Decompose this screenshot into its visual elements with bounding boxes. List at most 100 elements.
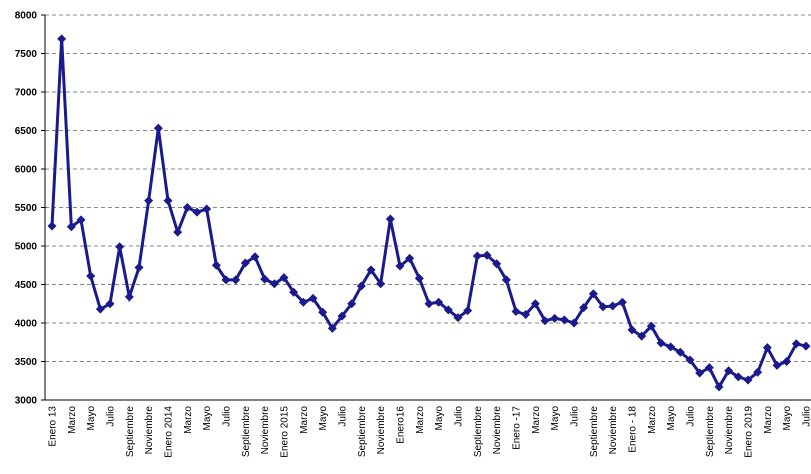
y-tick-label: 6500 [15, 126, 38, 137]
x-tick-label: Mayo [86, 406, 97, 431]
marker [192, 207, 202, 217]
marker [105, 299, 115, 309]
marker [144, 196, 154, 206]
marker [347, 299, 357, 309]
x-tick-label: Marzo [415, 406, 426, 434]
marker [743, 375, 753, 385]
marker [579, 303, 589, 313]
marker [733, 372, 743, 382]
marker [269, 279, 279, 289]
marker [124, 292, 134, 302]
marker [801, 341, 811, 351]
marker [308, 293, 318, 303]
x-tick-label: Enero16 [396, 406, 407, 444]
y-tick-label: 5500 [15, 203, 38, 214]
x-tick-label: Enero -17 [512, 406, 523, 450]
marker [250, 252, 260, 262]
marker [463, 306, 473, 316]
marker [540, 316, 550, 326]
marker [337, 311, 347, 321]
marker [666, 342, 676, 352]
marker [695, 368, 705, 378]
y-tick-label: 6000 [15, 165, 38, 176]
x-tick-label: Mayo [434, 406, 445, 431]
x-tick-label: Noviembre [144, 406, 155, 455]
marker [772, 360, 782, 370]
marker [550, 313, 560, 323]
marker [66, 222, 76, 232]
marker [240, 258, 250, 268]
x-tick-label: Julio [570, 406, 581, 427]
marker [588, 289, 598, 299]
marker [762, 343, 772, 353]
x-tick-label: Marzo [67, 406, 78, 434]
x-tick-label: Septiembre [357, 406, 368, 458]
marker [57, 34, 67, 44]
marker [559, 315, 569, 325]
marker [327, 323, 337, 333]
x-tick-label: Julio [338, 406, 349, 427]
marker [511, 306, 521, 316]
x-tick-label: Marzo [647, 406, 658, 434]
x-tick-label: Marzo [531, 406, 542, 434]
y-tick-label: 3000 [15, 396, 38, 407]
marker [714, 382, 724, 392]
marker [424, 299, 434, 309]
x-tick-label: Mayo [202, 406, 213, 431]
marker [366, 265, 376, 275]
marker [202, 204, 212, 214]
marker [231, 275, 241, 285]
x-tick-label: Marzo [183, 406, 194, 434]
marker [115, 242, 125, 252]
marker [646, 321, 656, 331]
x-tick-label: Mayo [666, 406, 677, 431]
marker [221, 275, 231, 285]
y-tick-label: 3500 [15, 357, 38, 368]
y-tick-label: 7000 [15, 88, 38, 99]
marker [453, 313, 463, 323]
marker [782, 357, 792, 366]
marker [704, 363, 714, 373]
marker [724, 366, 734, 376]
x-tick-label: Enero 2014 [164, 406, 175, 458]
x-tick-label: Julio [106, 406, 117, 427]
x-tick-label: Noviembre [724, 406, 735, 455]
x-tick-label: Noviembre [260, 406, 271, 455]
x-tick-label: Julio [802, 406, 811, 427]
y-tick-label: 7500 [15, 49, 38, 60]
marker [482, 250, 492, 260]
marker [656, 338, 666, 348]
x-tick-label: Septiembre [473, 406, 484, 458]
marker [443, 305, 453, 315]
x-tick-label: Julio [222, 406, 233, 427]
x-tick-label: Mayo [318, 406, 329, 431]
marker [675, 347, 685, 357]
x-tick-label: Noviembre [376, 406, 387, 455]
marker [260, 274, 270, 284]
x-tick-label: Mayo [782, 406, 793, 431]
marker [637, 331, 647, 341]
marker [211, 260, 221, 270]
marker [356, 281, 366, 291]
marker [617, 297, 627, 307]
marker [153, 123, 163, 133]
x-tick-label: Mayo [550, 406, 561, 431]
marker [608, 301, 618, 311]
x-tick-label: Septiembre [589, 406, 600, 458]
marker [95, 304, 105, 314]
marker [134, 263, 144, 273]
x-tick-label: Julio [454, 406, 465, 427]
x-tick-label: Enero 13 [48, 406, 59, 447]
marker [627, 325, 637, 335]
marker [385, 214, 395, 224]
marker [530, 299, 540, 309]
marker [521, 310, 531, 320]
marker [182, 203, 192, 212]
x-tick-label: Julio [686, 406, 697, 427]
x-tick-label: Septiembre [125, 406, 136, 458]
marker [753, 367, 763, 377]
marker [86, 271, 96, 281]
x-tick-label: Marzo [763, 406, 774, 434]
marker [414, 273, 424, 283]
